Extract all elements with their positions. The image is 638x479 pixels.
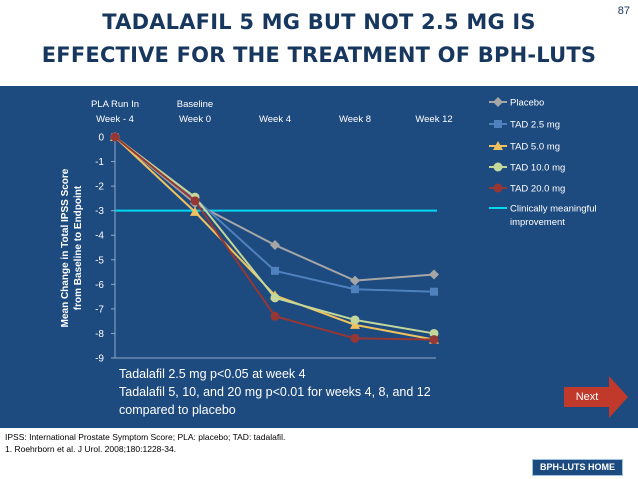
abbreviations-footnote: IPSS: International Prostate Symptom Sco… — [5, 432, 286, 442]
legend-marker — [493, 141, 503, 150]
y-tick-label: -5 — [95, 255, 104, 266]
x-category-label: PLA Run In — [91, 99, 139, 110]
x-category-label: Week 12 — [415, 114, 452, 125]
slide-title-line1: TADALAFIL 5 MG BUT NOT 2.5 MG IS — [102, 10, 536, 34]
y-axis-title: from Baseline to Endpoint — [73, 185, 84, 310]
x-category-label: Week 4 — [259, 114, 291, 125]
y-tick-label: -3 — [95, 206, 104, 217]
data-point — [190, 196, 200, 206]
data-point — [270, 311, 280, 321]
series-line — [114, 136, 435, 282]
chart-note-line: Tadalafil 2.5 mg p<0.05 at week 4 — [119, 367, 306, 381]
y-tick-label: -7 — [95, 304, 104, 315]
x-category-label: Week 0 — [179, 114, 211, 125]
slide-title: TADALAFIL 5 MG BUT NOT 2.5 MG IS EFFECTI… — [0, 6, 638, 72]
y-tick-label: -2 — [95, 182, 104, 193]
legend-marker — [493, 97, 503, 107]
x-category-label: Week - 4 — [96, 114, 134, 125]
legend-label: TAD 5.0 mg — [510, 142, 560, 153]
data-point — [350, 315, 360, 325]
slide-title-line2: EFFECTIVE FOR THE TREATMENT OF BPH-LUTS — [41, 43, 597, 67]
legend-marker — [494, 120, 502, 128]
next-button[interactable]: Next — [564, 387, 610, 407]
slide-number: 87 — [617, 5, 630, 17]
y-tick-label: -6 — [95, 280, 104, 291]
series-line — [114, 136, 435, 341]
series-line — [114, 136, 435, 341]
y-axis-title: Mean Change in Total IPSS Score — [60, 168, 71, 327]
data-point — [429, 269, 439, 280]
chart-note-line: compared to placebo — [119, 403, 236, 417]
y-tick-label: -1 — [95, 157, 104, 168]
legend-label: Placebo — [510, 98, 544, 109]
data-point — [430, 287, 438, 296]
y-tick-label: -4 — [95, 231, 104, 242]
data-point — [351, 285, 359, 294]
bph-luts-home-button[interactable]: BPH-LUTS HOME — [532, 459, 623, 476]
legend-label: TAD 20.0 mg — [510, 184, 565, 195]
legend-marker — [493, 183, 503, 193]
y-tick-label: -8 — [95, 329, 104, 340]
data-point — [429, 335, 439, 345]
x-category-label: Baseline — [177, 99, 213, 110]
data-point — [110, 132, 120, 142]
data-point — [350, 333, 360, 343]
series-line — [114, 136, 435, 335]
reference-footnote: 1. Roehrborn et al. J Urol. 2008;180:122… — [5, 444, 177, 454]
x-category-label: Week 8 — [339, 114, 371, 125]
y-tick-label: -9 — [95, 354, 104, 365]
legend-marker — [493, 162, 503, 172]
data-point — [271, 266, 279, 275]
next-arrow-icon[interactable] — [609, 376, 628, 418]
chart-panel: 0 -1 -2 -3 -4 -5 -6 -7 -8 -9 PLA Run In Week - 4 Bas… — [0, 86, 638, 428]
data-point — [190, 206, 200, 216]
data-point — [350, 275, 360, 286]
y-tick-label: 0 — [98, 133, 104, 144]
data-point — [270, 293, 280, 303]
legend-label: improvement — [510, 217, 565, 228]
legend-label: TAD 2.5 mg — [510, 120, 560, 131]
ipss-line-chart: 0 -1 -2 -3 -4 -5 -6 -7 -8 -9 PLA Run In Week - 4 Bas… — [60, 97, 597, 417]
legend-label: TAD 10.0 mg — [510, 163, 565, 174]
chart-note-line: Tadalafil 5, 10, and 20 mg p<0.01 for we… — [119, 385, 431, 399]
data-point — [270, 240, 280, 251]
legend-label: Clinically meaningful — [510, 204, 597, 215]
